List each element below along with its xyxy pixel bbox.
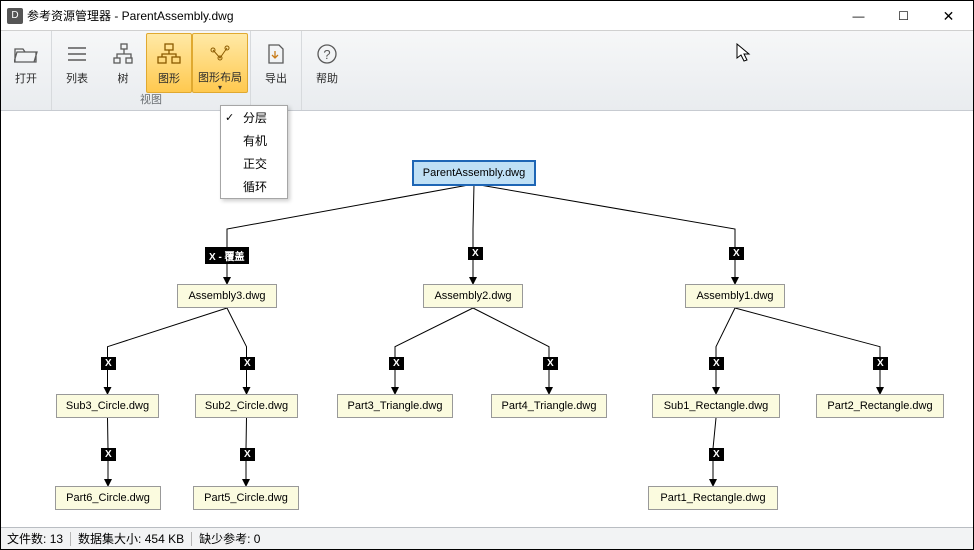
dropdown-arrow-icon: ▾	[218, 83, 222, 92]
graph-edge	[474, 184, 735, 284]
graph-edge	[227, 308, 247, 394]
app-icon: D	[7, 8, 23, 24]
status-missing-label: 缺少参考:	[199, 530, 250, 547]
graph-node[interactable]: Sub1_Rectangle.dwg	[652, 394, 780, 418]
dropdown-item-label: 分层	[243, 109, 267, 126]
edge-badge: X	[543, 357, 558, 370]
edge-badge: X - 覆盖	[205, 247, 249, 264]
check-icon: ✓	[225, 111, 243, 124]
graph-edge	[716, 308, 735, 394]
graph-node[interactable]: Sub3_Circle.dwg	[56, 394, 159, 418]
ribbon-group-help: ? 帮助	[302, 31, 352, 110]
graphic-label: 图形	[158, 70, 180, 86]
graph-node[interactable]: Part4_Triangle.dwg	[491, 394, 607, 418]
dropdown-item-label: 有机	[243, 132, 267, 149]
layout-dropdown: ✓分层有机正交循环	[220, 105, 288, 199]
ribbon-toolbar: 打开 列表 树 图形	[1, 31, 973, 111]
tree-button[interactable]: 树	[100, 33, 146, 93]
graphic-button[interactable]: 图形	[146, 33, 192, 93]
status-bar: 文件数: 13 数据集大小: 454 KB 缺少参考: 0	[1, 527, 973, 549]
svg-text:?: ?	[323, 47, 330, 62]
edge-badge: X	[240, 357, 255, 370]
status-separator	[191, 532, 192, 546]
edge-badge: X	[729, 247, 744, 260]
list-icon	[63, 40, 91, 68]
maximize-button[interactable]: ☐	[881, 2, 926, 30]
graph-edge	[395, 308, 473, 394]
help-icon: ?	[313, 40, 341, 68]
dropdown-item-label: 正交	[243, 155, 267, 172]
edge-badge: X	[240, 448, 255, 461]
graph-edge	[227, 184, 474, 284]
status-missing-value: 0	[254, 532, 261, 546]
graph-node[interactable]: Part1_Rectangle.dwg	[648, 486, 778, 510]
edge-badge: X	[709, 357, 724, 370]
edge-badge: X	[873, 357, 888, 370]
list-label: 列表	[66, 70, 88, 86]
open-label: 打开	[15, 70, 37, 86]
minimize-button[interactable]: —	[836, 2, 881, 30]
window-title: 参考资源管理器 - ParentAssembly.dwg	[27, 7, 836, 24]
graph-node[interactable]: Part5_Circle.dwg	[193, 486, 299, 510]
status-separator	[70, 532, 71, 546]
folder-open-icon	[12, 40, 40, 68]
edge-badge: X	[468, 247, 483, 260]
edge-badge: X	[389, 357, 404, 370]
open-button[interactable]: 打开	[3, 33, 49, 93]
ribbon-group-view: 列表 树 图形 图形布局 ▾ 视图	[52, 31, 251, 110]
graph-node[interactable]: Assembly2.dwg	[423, 284, 523, 308]
graph-edge	[735, 308, 880, 394]
status-size-label: 数据集大小:	[78, 530, 141, 547]
layout-icon	[206, 40, 234, 67]
ribbon-group-open: 打开	[1, 31, 52, 110]
help-label: 帮助	[316, 70, 338, 86]
group-label-empty	[3, 93, 49, 109]
status-size-value: 454 KB	[145, 532, 184, 546]
graph-node[interactable]: Assembly3.dwg	[177, 284, 277, 308]
edge-badge: X	[709, 448, 724, 461]
list-button[interactable]: 列表	[54, 33, 100, 93]
export-button[interactable]: 导出	[253, 33, 299, 93]
export-label: 导出	[265, 70, 287, 86]
graph-node[interactable]: Sub2_Circle.dwg	[195, 394, 298, 418]
dropdown-item[interactable]: ✓分层	[221, 106, 287, 129]
graph-node[interactable]: Part2_Rectangle.dwg	[816, 394, 944, 418]
dropdown-item[interactable]: 正交	[221, 152, 287, 175]
dropdown-item[interactable]: 有机	[221, 129, 287, 152]
help-button[interactable]: ? 帮助	[304, 33, 350, 93]
status-files-value: 13	[50, 532, 63, 546]
graph-edge	[108, 308, 228, 394]
edge-badge: X	[101, 357, 116, 370]
graph-edge	[473, 184, 474, 284]
graph-edge	[473, 308, 549, 394]
edge-badge: X	[101, 448, 116, 461]
graph-canvas[interactable]: ParentAssembly.dwg Assembly3.dwg Assembly2…	[2, 112, 972, 525]
layout-button[interactable]: 图形布局 ▾	[192, 33, 248, 93]
dropdown-item[interactable]: 循环	[221, 175, 287, 198]
export-icon	[262, 40, 290, 68]
tree-icon	[109, 40, 137, 68]
dropdown-item-label: 循环	[243, 178, 267, 195]
graph-node[interactable]: ParentAssembly.dwg	[412, 160, 536, 186]
graph-node[interactable]: Part3_Triangle.dwg	[337, 394, 453, 418]
group-label-view: 视图	[54, 93, 248, 109]
graphic-icon	[155, 40, 183, 68]
tree-label: 树	[118, 70, 129, 86]
graph-node[interactable]: Assembly1.dwg	[685, 284, 785, 308]
graph-node[interactable]: Part6_Circle.dwg	[55, 486, 161, 510]
ribbon-group-export: 导出	[251, 31, 302, 110]
status-files-label: 文件数:	[7, 530, 46, 547]
group-label-empty3	[304, 93, 350, 109]
title-bar: D 参考资源管理器 - ParentAssembly.dwg — ☐ ✕	[1, 1, 973, 31]
close-button[interactable]: ✕	[926, 2, 971, 30]
